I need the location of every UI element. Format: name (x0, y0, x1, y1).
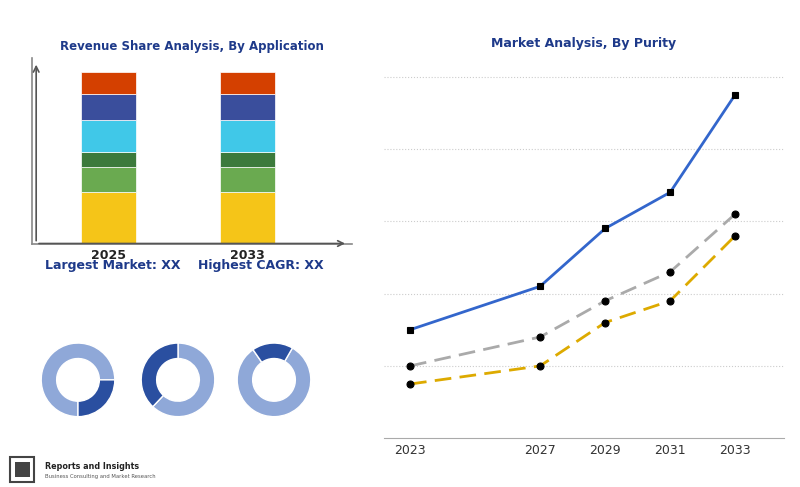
Text: Reports and Insights: Reports and Insights (45, 463, 139, 471)
Bar (81, 167, 136, 192)
Bar (220, 192, 275, 244)
Bar (81, 119, 136, 152)
Wedge shape (153, 343, 214, 417)
Bar (220, 167, 275, 192)
Wedge shape (253, 343, 292, 362)
Wedge shape (237, 348, 310, 417)
Bar (15, 463, 30, 477)
Bar (220, 72, 275, 94)
Text: GLOBAL FURFURYL ALCOHOL MARKET SEGMENT ANALYSIS: GLOBAL FURFURYL ALCOHOL MARKET SEGMENT A… (20, 19, 502, 34)
Text: Largest Market: XX: Largest Market: XX (45, 259, 180, 272)
Wedge shape (42, 343, 115, 417)
Bar (220, 152, 275, 167)
Bar (81, 192, 136, 244)
Wedge shape (142, 343, 178, 407)
Text: Highest CAGR: XX: Highest CAGR: XX (198, 259, 324, 272)
Bar (81, 152, 136, 167)
Bar (10, 457, 34, 482)
Bar (220, 119, 275, 152)
Wedge shape (78, 380, 115, 417)
Text: Business Consulting and Market Research: Business Consulting and Market Research (45, 474, 156, 479)
Title: Revenue Share Analysis, By Application: Revenue Share Analysis, By Application (60, 40, 324, 53)
Bar (81, 94, 136, 119)
Bar (220, 94, 275, 119)
Bar (81, 72, 136, 94)
Title: Market Analysis, By Purity: Market Analysis, By Purity (491, 37, 677, 50)
